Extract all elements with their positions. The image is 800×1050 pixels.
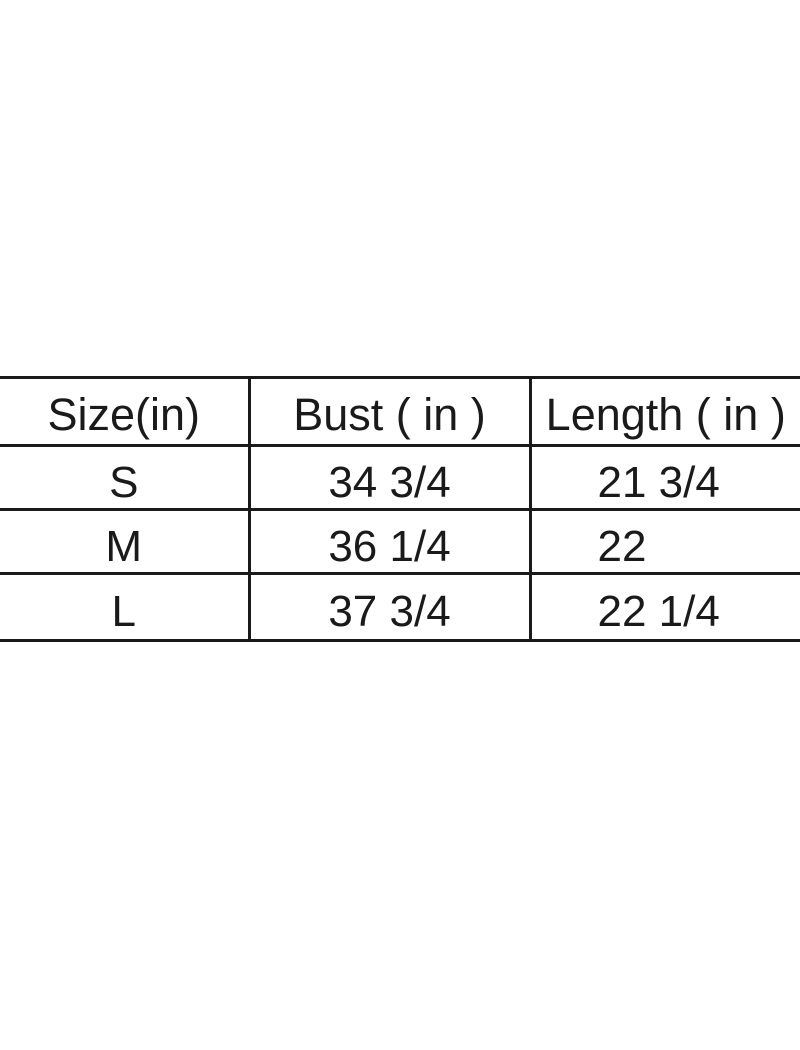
- table-row-m: M 36 1/4 22: [0, 508, 800, 575]
- bust-cell-l: 37 3/4: [247, 572, 532, 642]
- bust-cell-m: 36 1/4: [247, 508, 532, 575]
- header-size: Size(in): [0, 376, 249, 447]
- header-row: Size(in) Bust ( in ) Length ( in ): [0, 376, 800, 447]
- length-cell-m: 22: [530, 508, 800, 575]
- size-cell-s: S: [0, 444, 249, 511]
- table-row-l: L 37 3/4 22 1/4: [0, 572, 800, 642]
- length-cell-s: 21 3/4: [530, 444, 800, 511]
- size-cell-m: M: [0, 508, 249, 575]
- table-row-s: S 34 3/4 21 3/4: [0, 444, 800, 511]
- length-cell-l: 22 1/4: [530, 572, 800, 642]
- header-length: Length ( in ): [530, 376, 800, 447]
- size-cell-l: L: [0, 572, 249, 642]
- bust-cell-s: 34 3/4: [247, 444, 532, 511]
- size-chart-table: Size(in) Bust ( in ) Length ( in ) S 34 …: [0, 376, 800, 642]
- header-bust: Bust ( in ): [247, 376, 532, 447]
